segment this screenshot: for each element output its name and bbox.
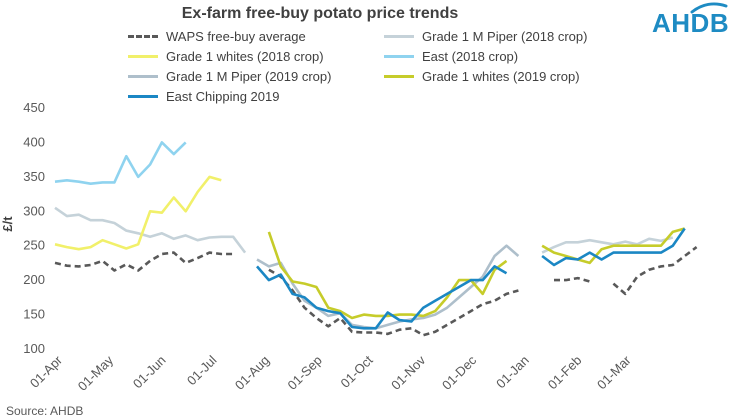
legend-label: East (2018 crop) xyxy=(422,48,519,64)
legend-item: East (2018 crop) xyxy=(384,46,518,66)
x-tick-label: 01-Nov xyxy=(388,352,429,393)
x-tick-label: 01-May xyxy=(75,352,117,394)
legend-swatch xyxy=(384,54,414,58)
legend-label: East Chipping 2019 xyxy=(166,88,280,104)
series-line-east-2018-crop xyxy=(54,141,187,185)
series-line-grade-1-whites-2019-crop xyxy=(541,227,686,265)
legend-label: WAPS free-buy average xyxy=(166,28,306,44)
y-tick-label: 350 xyxy=(23,169,45,184)
x-tick-label: 01-Dec xyxy=(439,352,480,393)
y-tick-label: 300 xyxy=(23,203,45,218)
y-tick-label: 200 xyxy=(23,272,45,287)
series-line-grade-1-m-piper-2018-crop xyxy=(54,206,247,254)
y-axis-title: £/t xyxy=(0,216,15,232)
y-tick-label: 250 xyxy=(23,238,45,253)
legend-label: Grade 1 M Piper (2019 crop) xyxy=(166,68,332,84)
legend-label: Grade 1 whites (2018 crop) xyxy=(166,48,324,64)
legend-swatch xyxy=(128,34,158,38)
x-tick-label: 01-Jul xyxy=(184,352,220,388)
legend-swatch xyxy=(128,94,158,98)
ahdb-logo: AHDB xyxy=(652,2,742,42)
series-line-east-chipping-2019 xyxy=(256,265,508,330)
y-axis: 100 150 200 250 300 350 400 450 xyxy=(23,100,45,356)
legend-item: Grade 1 M Piper (2018 crop) xyxy=(384,26,587,46)
series-line-waps-free-buy-average xyxy=(554,276,591,283)
x-tick-label: 01-Oct xyxy=(338,352,376,390)
y-tick-label: 150 xyxy=(23,307,45,322)
series-line-grade-1-whites-2019-crop xyxy=(267,231,508,320)
series-line-grade-1-whites-2018-crop xyxy=(54,175,222,251)
legend-item: East Chipping 2019 xyxy=(128,86,279,106)
x-axis: 01-Apr 01-May 01-Jun 01-Jul 01-Aug 01-Sep 01-O… xyxy=(27,352,634,394)
series-line-waps-free-buy-average xyxy=(612,246,698,296)
legend-item: Grade 1 M Piper (2019 crop) xyxy=(128,66,331,86)
series-line-waps-free-buy-average xyxy=(54,251,234,272)
y-tick-label: 100 xyxy=(23,341,45,356)
x-tick-label: 01-Jun xyxy=(130,353,169,392)
y-tick-label: 450 xyxy=(23,100,45,115)
logo-text: AHDB xyxy=(652,8,730,38)
legend-item: Grade 1 whites (2018 crop) xyxy=(128,46,324,66)
series-line-grade-1-m-piper-2018-crop xyxy=(541,236,674,254)
series-line-east-chipping-2019 xyxy=(541,227,686,267)
legend-swatch xyxy=(128,74,158,78)
series-line-waps-free-buy-average xyxy=(268,268,519,337)
legend-item: Grade 1 whites (2019 crop) xyxy=(384,66,580,86)
source-note: Source: AHDB xyxy=(6,404,84,418)
legend-label: Grade 1 whites (2019 crop) xyxy=(422,68,580,84)
logo-swoosh-icon xyxy=(690,2,728,14)
series-layer xyxy=(54,141,698,337)
legend-swatch xyxy=(128,54,158,58)
x-tick-label: 01-Aug xyxy=(232,353,272,393)
legend-label: Grade 1 M Piper (2018 crop) xyxy=(422,28,588,44)
chart-title: Ex-farm free-buy potato price trends xyxy=(181,5,459,22)
legend-swatch xyxy=(384,34,414,38)
y-tick-label: 400 xyxy=(23,134,45,149)
x-tick-label: 01-Mar xyxy=(594,352,634,392)
legend-item: WAPS free-buy average xyxy=(128,26,306,46)
x-tick-label: 01-Apr xyxy=(27,352,66,391)
x-tick-label: 01-Jan xyxy=(493,353,532,392)
x-tick-label: 01-Feb xyxy=(545,353,585,393)
legend-swatch xyxy=(384,74,414,78)
x-tick-label: 01-Sep xyxy=(285,353,325,393)
